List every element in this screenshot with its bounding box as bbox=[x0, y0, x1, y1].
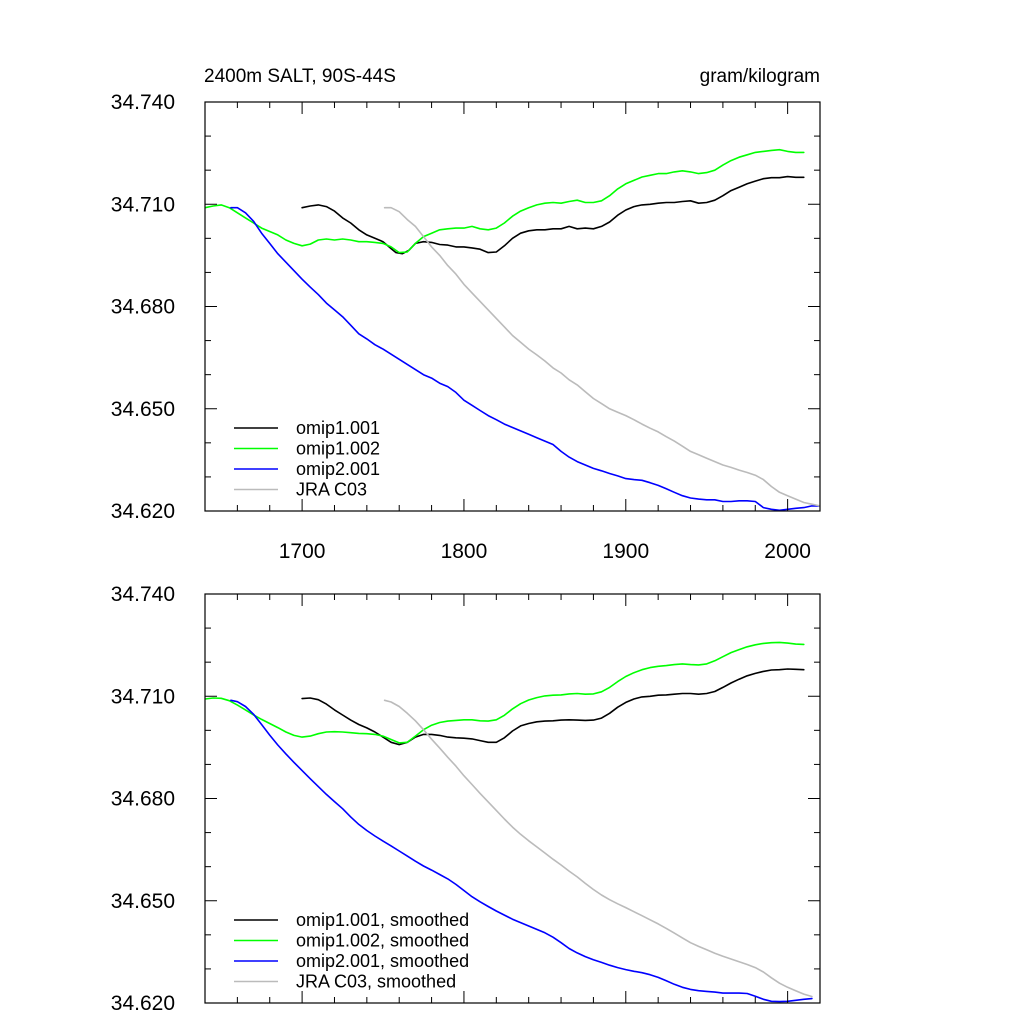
y-tick-label: 34.680 bbox=[111, 296, 175, 319]
series-line-2 bbox=[230, 206, 820, 511]
series-line-3 bbox=[383, 699, 813, 998]
legend-label: JRA C03, smoothed bbox=[296, 972, 456, 992]
x-tick-label: 1700 bbox=[279, 540, 326, 563]
legend-label: omip2.001, smoothed bbox=[296, 951, 469, 971]
y-tick-label: 34.740 bbox=[111, 91, 175, 114]
series-group bbox=[205, 148, 820, 511]
legend-label: omip1.001 bbox=[296, 418, 380, 438]
legend-label: omip1.001, smoothed bbox=[296, 910, 469, 930]
chart-title: 2400m SALT, 90S-44S bbox=[204, 66, 396, 87]
legend-label: JRA C03 bbox=[296, 480, 367, 500]
y-tick-label: 34.740 bbox=[111, 583, 175, 606]
y-tick-label: 34.650 bbox=[111, 890, 175, 913]
x-tick-label: 1800 bbox=[441, 540, 488, 563]
x-tick-label: 2000 bbox=[764, 540, 811, 563]
y-tick-label: 34.620 bbox=[111, 992, 175, 1015]
series-line-0 bbox=[301, 668, 805, 746]
series-group bbox=[205, 641, 813, 1003]
series-line-2 bbox=[230, 699, 813, 1003]
top-chart: 2400m SALT, 90S-44S gram/kilogram 34.620… bbox=[111, 66, 821, 563]
x-tick-label: 1900 bbox=[602, 540, 649, 563]
legend-label: omip1.002, smoothed bbox=[296, 931, 469, 951]
y-tick-label: 34.710 bbox=[111, 685, 175, 708]
series-line-3 bbox=[383, 206, 820, 507]
chart-units: gram/kilogram bbox=[700, 66, 820, 87]
legend-label: omip1.002 bbox=[296, 439, 380, 459]
series-line-1 bbox=[205, 148, 805, 254]
y-tick-label: 34.710 bbox=[111, 193, 175, 216]
y-tick-label: 34.680 bbox=[111, 788, 175, 811]
legend-label: omip2.001 bbox=[296, 459, 380, 479]
bottom-chart: 34.620 34.650 34.680 34.710 34.740 omip1.001,… bbox=[111, 583, 821, 1015]
series-line-1 bbox=[205, 641, 805, 744]
y-tick-label: 34.650 bbox=[111, 398, 175, 421]
y-tick-label: 34.620 bbox=[111, 500, 175, 523]
